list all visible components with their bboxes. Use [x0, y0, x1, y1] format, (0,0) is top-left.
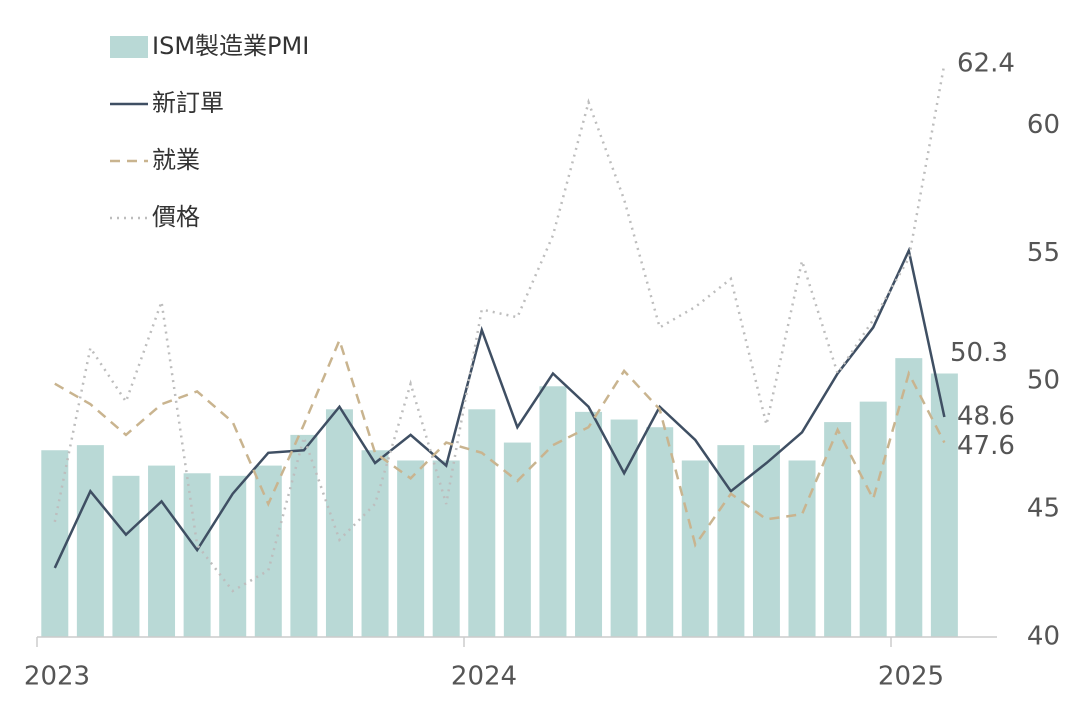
y-tick-label: 45: [1027, 494, 1060, 524]
legend-swatch: [110, 36, 148, 58]
x-tick-label: 2024: [451, 662, 517, 692]
legend-label: ISM製造業PMI: [152, 32, 309, 60]
bar: [468, 409, 496, 637]
y-tick-label: 40: [1027, 622, 1060, 652]
line-series: [53, 63, 946, 593]
bar: [717, 445, 745, 637]
bar: [824, 422, 852, 637]
bar: [539, 386, 567, 637]
data-label: 47.6: [957, 431, 1015, 461]
data-label: 50.3: [950, 338, 1008, 368]
bar: [752, 445, 780, 637]
bar: [646, 427, 674, 637]
y-tick-label: 55: [1027, 238, 1060, 268]
line-series: [54, 336, 946, 548]
bar: [183, 473, 211, 637]
bar: [254, 465, 282, 637]
bar: [397, 460, 425, 637]
bar: [575, 411, 603, 637]
bar: [788, 460, 816, 637]
bar: [859, 401, 887, 637]
y-tick-label: 60: [1027, 110, 1060, 140]
bar: [432, 460, 460, 637]
legend-label: 新訂單: [152, 89, 224, 117]
bar: [290, 434, 318, 637]
bar: [41, 450, 69, 637]
bar: [503, 442, 531, 637]
bar: [325, 409, 353, 637]
bar: [76, 445, 104, 637]
data-label: 48.6: [957, 401, 1015, 431]
bar: [895, 358, 923, 637]
bar: [610, 419, 638, 637]
bar: [219, 475, 247, 637]
legend-label: 價格: [152, 203, 200, 231]
x-tick-label: 2025: [878, 662, 944, 692]
x-tick-label: 2023: [24, 662, 90, 692]
bar: [681, 460, 709, 637]
line-series: [53, 246, 946, 569]
bar: [930, 373, 958, 637]
data-label: 62.4: [957, 48, 1015, 78]
bar: [361, 450, 389, 637]
y-tick-label: 50: [1027, 366, 1060, 396]
bar: [148, 465, 176, 637]
legend-label: 就業: [152, 146, 200, 174]
bar: [112, 475, 140, 637]
